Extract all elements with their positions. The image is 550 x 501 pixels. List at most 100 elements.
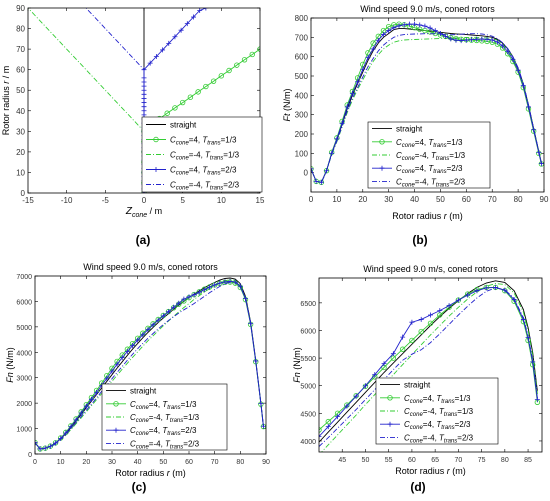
legend-label-c: C [404,407,410,416]
legend-label-c-sub: cone [410,412,424,418]
legend-label-t-sub: trans [433,143,446,149]
legend-label-cval: =4, [415,164,426,173]
y-axis-label-text: Rotor radius [1,84,11,136]
data-point-cone_p4_t23 [58,435,64,441]
x-tick-label: 50 [436,195,445,204]
y-tick-label: 70 [16,45,25,54]
y-tick-label: 1000 [16,427,32,434]
x-tick-label: 55 [385,457,393,464]
data-point-cone_p4_t23 [178,27,184,33]
data-point-cone_p4_t23 [401,22,407,28]
data-point-cone_p4_t23 [191,292,197,298]
data-point-cone_p4_t23 [212,282,218,288]
y-tick-label: 20 [16,148,25,157]
legend-label-tval: =1/3 [181,400,197,409]
legend-label-cone_p4_t23: Ccone=4, Ttrans=2/3 [170,166,237,177]
series-group [319,280,541,452]
data-point-cone_p4_t23 [184,21,190,27]
y-tick-label: 0 [28,452,32,459]
legend-label-t: T [200,166,208,175]
y-axis-label-var: r [1,80,11,84]
data-point-cone_p4_t23 [145,327,151,333]
y-axis-label-var: Ft [282,113,292,121]
legend-label-cone_m4_t23: Ccone=-4, Ttrans=2/3 [404,433,474,444]
x-tick-label: 20 [358,195,367,204]
data-point-cone_p4_t23 [409,319,415,325]
legend-label-t: T [426,138,434,147]
legend-label-cone_m4_t23: Ccone=-4, Ttrans=2/3 [396,177,466,188]
data-point-cone_p4_t23 [455,297,461,303]
data-point-cone_p4_t23 [418,316,424,322]
series-line-straight [35,277,264,450]
legend-label-cone_m4_t13: Ccone=-4, Ttrans=1/3 [130,413,200,424]
x-tick-label: -5 [102,196,110,205]
y-tick-label: 6000 [16,299,32,306]
legend-label-t: T [437,433,445,442]
data-point-cone_p4_t23 [474,36,480,42]
data-point-cone_p4_t23 [222,279,228,285]
data-point-cone_p4_t23 [474,288,480,294]
panel-label-c: (c) [132,480,147,494]
y-tick-label: 7000 [16,274,32,281]
x-tick-label: 0 [309,195,314,204]
legend-label-c-sub: cone [410,425,424,431]
legend-label-t-sub: trans [210,156,223,162]
data-point-cone_p4_t13 [325,418,331,425]
data-point-cone_p4_t23 [353,393,359,399]
data-point-cone_p4_t23 [417,22,423,28]
legend-label-tval: =1/3 [221,136,237,145]
data-point-cone_p4_t23 [380,31,386,37]
legend-label-straight: straight [404,381,431,390]
legend-marker-cone_p4_t23 [153,167,159,172]
data-point-cone_p4_t23 [201,287,207,293]
y-axis-label: Fn (N/m) [292,347,302,383]
legend-label-c-sub: cone [136,431,150,437]
x-tick-label: -15 [22,196,34,205]
y-axis-label-var: Fn [292,372,302,383]
y-tick-label: 5500 [300,356,316,363]
y-tick-label: 700 [295,33,309,42]
legend-label-t-sub: trans [207,141,220,147]
data-point-cone_p4_t23 [531,127,537,133]
legend-label-t-sub: trans [167,405,180,411]
y-tick-label: 4000 [300,439,316,446]
data-point-cone_p4_t23 [124,349,130,355]
legend-label-c-sub: cone [402,143,416,149]
data-point-cone_p4_t23 [465,292,471,298]
legend-label-t-sub: trans [436,156,449,162]
x-tick-label: 45 [338,457,346,464]
legend-label-c: C [130,413,136,422]
data-point-cone_p4_t23 [160,47,166,53]
data-point-cone_p4_t13 [164,110,170,116]
data-point-cone_p4_t23 [344,403,350,409]
x-tick-label: 0 [33,459,37,466]
legend-label-t: T [434,420,442,429]
legend-label-cval: =-4, [423,407,437,416]
y-tick-label: 5000 [16,325,32,332]
data-point-cone_p4_t23 [365,55,371,61]
data-point-cone_p4_t23 [311,166,314,172]
data-point-cone_p4_t23 [453,37,459,43]
legend-label-cval: =4, [423,394,434,403]
x-tick-label: 80 [501,457,509,464]
data-point-cone_p4_t23 [166,40,172,46]
data-point-cone_p4_t23 [355,79,361,85]
data-point-cone_p4_t13 [427,320,434,326]
legend-label-t-sub: trans [210,186,223,192]
legend-label-t: T [429,151,437,160]
x-tick-label: 65 [431,457,439,464]
data-point-cone_p4_t23 [502,287,508,293]
data-point-cone_p4_t23 [344,104,350,110]
legend-label-cval: =-4, [189,151,203,160]
chart-a: -15 -10 -5 0 5 10 15 0 10 20 30 40 50 60 70 80 90 Zcone /… [1,4,265,219]
y-axis-label: Ft (N/m) [282,89,292,122]
data-point-cone_p4_t23 [390,351,396,357]
chart-title: Wind speed 9.0 m/s, coned rotors [360,4,495,14]
data-point-cone_p4_t23 [412,21,418,27]
data-point-cone_p4_t23 [448,36,454,42]
legend-label-c: C [396,164,402,173]
y-tick-label: 60 [16,66,25,75]
series-line-cone_m4_t23 [35,281,264,450]
